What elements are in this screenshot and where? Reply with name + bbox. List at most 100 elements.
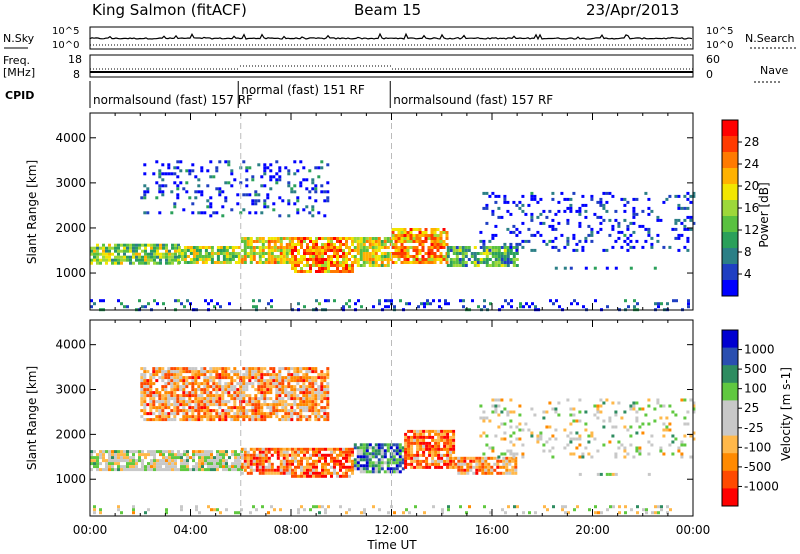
nsky-label: N.Sky <box>3 32 35 45</box>
velocity-cell <box>294 447 297 451</box>
velocity-cell <box>305 373 309 377</box>
power-colorbar-swatch <box>722 216 738 233</box>
velocity-cell <box>500 437 504 441</box>
power-cell <box>515 245 519 249</box>
velocity-cell <box>285 465 289 469</box>
power-cell <box>221 205 225 209</box>
power-cell <box>252 305 255 309</box>
velocity-cell <box>207 465 210 469</box>
power-cell <box>198 249 202 252</box>
velocity-cell <box>209 412 213 416</box>
power-cell <box>557 248 561 252</box>
power-cell <box>342 252 345 255</box>
power-cell <box>339 270 342 273</box>
power-cell <box>93 302 96 306</box>
velocity-cell <box>102 468 105 472</box>
velocity-cell <box>93 508 96 512</box>
velocity-cell <box>308 391 312 395</box>
power-cell <box>426 299 429 303</box>
power-cell <box>291 261 294 264</box>
power-cell <box>623 239 627 243</box>
power-cell <box>491 246 495 249</box>
power-cell <box>342 270 345 273</box>
power-cell <box>320 166 324 170</box>
power-cell <box>288 252 292 255</box>
velocity-cell <box>170 376 174 380</box>
velocity-cell <box>132 453 135 457</box>
velocity-cell <box>545 425 549 429</box>
velocity-cell <box>246 462 250 466</box>
power-cell <box>105 255 108 259</box>
power-cell <box>533 248 537 252</box>
velocity-cell <box>155 418 159 422</box>
power-cell <box>303 249 306 252</box>
velocity-cell <box>176 367 180 371</box>
power-cell <box>464 246 468 249</box>
velocity-cell <box>342 465 345 469</box>
power-cell <box>374 255 378 258</box>
power-cell <box>539 212 543 216</box>
velocity-cell <box>147 508 150 512</box>
velocity-cell <box>290 406 294 410</box>
power-cell <box>246 246 250 249</box>
velocity-cell <box>269 406 273 410</box>
power-cell <box>491 233 495 237</box>
velocity-cell <box>156 450 159 454</box>
velocity-cell <box>314 409 318 413</box>
power-cell <box>270 252 274 255</box>
power-cell <box>430 240 434 243</box>
power-cell <box>255 305 258 309</box>
velocity-cell <box>490 456 494 460</box>
velocity-cell <box>257 388 261 392</box>
velocity-cell <box>279 508 282 512</box>
velocity-cell <box>198 468 201 472</box>
velocity-cell <box>240 471 244 475</box>
power-cell <box>99 261 102 265</box>
velocity-cell <box>149 388 153 392</box>
power-cell <box>213 261 217 264</box>
velocity-cell <box>578 419 582 423</box>
power-cell <box>168 255 171 259</box>
velocity-cell <box>194 388 198 392</box>
velocity-cell <box>309 465 312 469</box>
power-cell <box>368 264 372 267</box>
velocity-cell <box>264 465 268 469</box>
velocity-cell <box>440 432 444 436</box>
power-cell <box>497 255 501 258</box>
power-cell <box>455 258 459 261</box>
velocity-cell <box>263 394 267 398</box>
velocity-cell <box>546 508 549 512</box>
velocity-cell <box>143 412 147 416</box>
velocity-cell <box>242 385 246 389</box>
power-cell <box>530 215 534 219</box>
power-cell <box>159 258 162 262</box>
velocity-cell <box>179 376 183 380</box>
velocity-cell <box>457 465 461 469</box>
velocity-cell <box>236 418 240 422</box>
power-cell <box>315 237 318 240</box>
power-cell <box>237 246 241 249</box>
velocity-cell <box>635 419 639 423</box>
velocity-cell <box>216 456 219 460</box>
power-cell <box>482 252 486 255</box>
velocity-cell <box>440 438 444 442</box>
power-cell <box>227 160 231 164</box>
velocity-cell <box>290 379 294 383</box>
power-cell <box>467 249 471 252</box>
velocity-cell <box>158 394 162 398</box>
power-cell <box>378 299 381 303</box>
velocity-cell <box>593 437 597 441</box>
velocity-cell <box>263 367 267 371</box>
power-cell <box>204 258 208 261</box>
power-cell <box>336 267 339 270</box>
velocity-cell <box>158 400 162 404</box>
power-cell <box>662 245 666 249</box>
velocity-cell <box>469 459 473 463</box>
velocity-cell <box>300 505 303 509</box>
velocity-cell <box>500 410 504 414</box>
velocity-cell <box>548 437 552 441</box>
power-cell <box>572 233 576 237</box>
power-cell <box>677 236 681 240</box>
power-cell <box>575 242 579 246</box>
